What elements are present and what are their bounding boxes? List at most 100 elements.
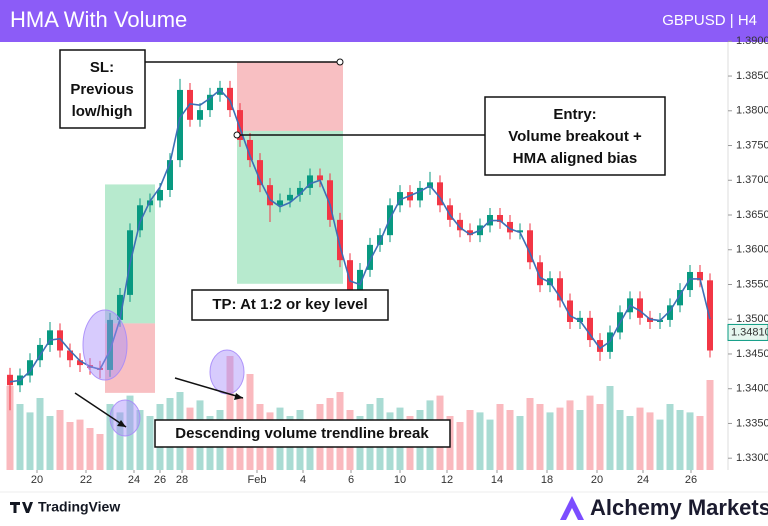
x-tick-label: 4	[300, 474, 306, 486]
candle-body	[707, 280, 713, 351]
volume-bar	[566, 400, 574, 470]
volume-bar	[546, 412, 554, 470]
volume-bar	[706, 380, 714, 470]
volume-bar	[126, 395, 134, 470]
volume-bar	[536, 404, 544, 470]
x-tick-label: 10	[394, 474, 406, 486]
volume-bar	[106, 404, 114, 470]
arrow-head	[234, 393, 243, 400]
candle-body	[447, 205, 453, 220]
candle-body	[197, 110, 203, 120]
alchemy-logo	[560, 496, 584, 520]
volume-bar	[686, 412, 694, 470]
candle-body	[37, 344, 43, 361]
volume-bar	[696, 416, 704, 470]
candle-body	[497, 215, 503, 222]
candle-body	[457, 219, 463, 231]
candle-body	[237, 110, 243, 140]
candle-body	[287, 194, 293, 201]
arrow-head	[117, 420, 126, 427]
candle-body	[417, 187, 423, 201]
highlight	[109, 399, 141, 437]
volume-bar	[56, 410, 64, 470]
candle-body	[397, 192, 403, 206]
candle-body	[337, 219, 343, 261]
volume-bar	[506, 410, 514, 470]
highlight	[82, 309, 128, 381]
candle-body	[7, 374, 13, 386]
candle-body	[357, 269, 363, 291]
volume-bar	[606, 386, 614, 470]
last-price-box	[727, 323, 768, 341]
candle-body	[317, 175, 323, 181]
candle-body	[257, 160, 263, 186]
candle-body	[67, 350, 73, 361]
volume-bar	[466, 410, 474, 470]
x-tick-label: 24	[637, 474, 649, 486]
x-tick-label: 14	[491, 474, 503, 486]
x-tick-label: Feb	[248, 474, 267, 486]
hma-line	[9, 88, 711, 383]
y-tick-label: 1.39000	[736, 35, 768, 47]
volume-bar	[46, 416, 54, 470]
volume-bar	[226, 356, 234, 470]
last-price-label: 1.34810	[731, 326, 768, 338]
volume-bar	[6, 386, 14, 470]
volume-note-box	[154, 419, 451, 448]
volume-bar	[616, 410, 624, 470]
candle-body	[517, 230, 523, 233]
sl-text: SL:	[90, 59, 114, 76]
candle-body	[137, 205, 143, 231]
candle-body	[527, 230, 533, 263]
volume-bar	[516, 416, 524, 470]
volume-bar	[116, 412, 124, 470]
candle-body	[227, 87, 233, 111]
alchemy-brand: Alchemy Markets	[590, 495, 768, 520]
sl-box	[59, 49, 146, 129]
candle-body	[677, 290, 683, 306]
entry-text: Entry:	[553, 106, 596, 123]
volume-bar	[586, 395, 594, 470]
volume-bar	[646, 412, 654, 470]
header-bar	[0, 0, 768, 42]
x-tick-label: 24	[128, 474, 140, 486]
candle-body	[57, 330, 63, 351]
candle-body	[637, 298, 643, 318]
volume-bar	[636, 407, 644, 470]
candle-body	[247, 139, 253, 161]
candle-body	[437, 182, 443, 206]
candle-body	[567, 300, 573, 323]
y-tick-label: 1.35000	[736, 313, 768, 325]
x-tick-label: 28	[176, 474, 188, 486]
candle-body	[217, 87, 223, 95]
sl-text: Previous	[70, 81, 133, 98]
candle-body	[277, 200, 283, 206]
candle-body	[367, 244, 373, 270]
trade-zone	[105, 323, 155, 393]
candle-body	[537, 262, 543, 286]
x-tick-label: 6	[348, 474, 354, 486]
candle-body	[587, 317, 593, 341]
volume-bar	[96, 434, 104, 470]
chart-subtitle: GBPUSD | H4	[662, 12, 757, 29]
candle-body	[667, 305, 673, 320]
candle-body	[267, 185, 273, 206]
y-tick-label: 1.38500	[736, 70, 768, 82]
arrow	[174, 377, 244, 399]
trade-zone	[237, 62, 343, 131]
candle-body	[597, 340, 603, 352]
candle-body	[467, 230, 473, 236]
candle-body	[47, 330, 53, 345]
candle-body	[107, 319, 113, 370]
arrow	[74, 392, 127, 428]
x-tick-label: 12	[441, 474, 453, 486]
sl-point	[336, 58, 344, 66]
candle-body	[307, 175, 313, 188]
volume-bar	[486, 419, 494, 470]
tradingview-brand: TradingView	[38, 499, 120, 515]
volume-bar	[596, 404, 604, 470]
sl-text: low/high	[72, 103, 133, 120]
candle-body	[687, 271, 693, 291]
x-tick-label: 26	[154, 474, 166, 486]
